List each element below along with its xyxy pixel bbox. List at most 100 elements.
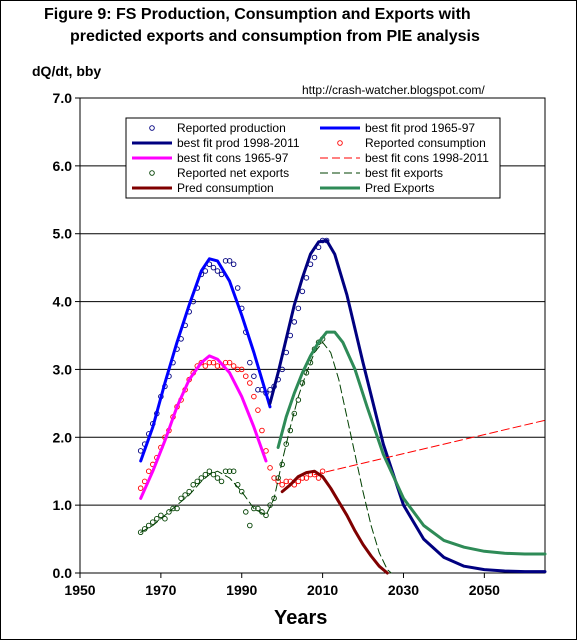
- point-reported-net-exports-3: [150, 519, 156, 525]
- point-reported-production-40: [299, 288, 306, 295]
- legend-marker-reported-consumption: [337, 140, 343, 146]
- x-tick-label-2: 1990: [226, 582, 257, 598]
- x-tick-label-5: 2050: [469, 582, 500, 598]
- point-reported-production-38: [291, 319, 298, 325]
- legend-label-best-fit-prod-1965-97: best fit prod 1965-97: [365, 121, 475, 135]
- point-reported-net-exports-23: [230, 468, 237, 474]
- point-reported-consumption-45: [319, 468, 326, 474]
- series-line-best-fit-cons-1998-2011: [314, 419, 546, 476]
- point-reported-net-exports-16: [202, 471, 209, 478]
- legend-label-reported-consumption: Reported consumption: [365, 136, 486, 150]
- point-reported-net-exports-8: [170, 505, 176, 512]
- legend-label-pred-exports: Pred Exports: [365, 181, 434, 195]
- point-reported-consumption-41: [303, 475, 310, 481]
- point-reported-consumption-0: [137, 485, 144, 491]
- series-line-best-fit-exports: [140, 341, 392, 574]
- point-reported-production-24: [234, 285, 241, 291]
- point-reported-net-exports-12: [186, 488, 192, 495]
- legend-label-pred-consumption: Pred consumption: [177, 181, 274, 195]
- point-reported-net-exports-36: [283, 441, 289, 447]
- y-axis-label: dQ/dt, bby: [32, 63, 102, 79]
- source-url: http://crash-watcher.blogspot.com/: [302, 83, 485, 97]
- point-reported-consumption-36: [283, 478, 289, 485]
- legend-box: [125, 117, 501, 199]
- point-reported-net-exports-11: [182, 492, 188, 498]
- point-reported-net-exports-0: [137, 529, 144, 536]
- series-line-pred-consumption: [280, 469, 389, 575]
- series-line-best-fit-prod-1965-97: [139, 257, 272, 463]
- point-reported-net-exports-14: [194, 478, 201, 485]
- point-reported-production-29: [255, 387, 261, 393]
- point-reported-net-exports-28: [251, 505, 257, 512]
- point-reported-net-exports-17: [206, 468, 213, 474]
- point-reported-net-exports-2: [145, 522, 152, 529]
- plot-border: [79, 97, 546, 574]
- point-reported-consumption-32: [267, 465, 273, 471]
- x-tick-label-3: 2010: [307, 582, 338, 598]
- point-reported-net-exports-25: [238, 488, 245, 495]
- point-reported-net-exports-10: [178, 495, 184, 502]
- point-reported-production-21: [222, 258, 229, 264]
- point-reported-production-18: [210, 264, 217, 271]
- legend-marker-reported-net-exports: [149, 170, 155, 176]
- point-reported-net-exports-4: [154, 515, 160, 522]
- chart-title: Figure 9: FS Production, Consumption and…: [44, 6, 471, 23]
- point-reported-net-exports-6: [162, 515, 168, 522]
- point-reported-consumption-18: [210, 359, 217, 366]
- point-reported-production-28: [251, 373, 257, 379]
- point-reported-net-exports-31: [263, 512, 269, 519]
- point-reported-net-exports-19: [214, 475, 221, 481]
- point-reported-net-exports-13: [190, 482, 196, 488]
- point-reported-consumption-21: [222, 359, 229, 366]
- y-tick-label-5: 5.0: [53, 226, 73, 242]
- y-tick-label-1: 1.0: [53, 497, 73, 513]
- point-reported-consumption-28: [251, 393, 257, 400]
- point-reported-net-exports-41: [303, 370, 310, 376]
- point-reported-consumption-19: [214, 363, 221, 369]
- point-reported-consumption-29: [255, 407, 261, 413]
- point-reported-net-exports-33: [271, 495, 277, 502]
- legend-label-best-fit-prod-1998-2011: best fit prod 1998-2011: [177, 136, 300, 150]
- legend-label-reported-production: Reported production: [177, 121, 286, 135]
- legend-label-best-fit-exports: best fit exports: [365, 166, 443, 180]
- point-reported-consumption-30: [259, 427, 265, 434]
- point-reported-consumption-2: [145, 468, 152, 474]
- legend-label-best-fit-cons-1998-2011: best fit cons 1998-2011: [365, 151, 489, 165]
- series-line-pred-exports: [276, 330, 547, 556]
- y-tick-label-6: 6.0: [53, 158, 73, 174]
- point-reported-net-exports-15: [198, 475, 205, 481]
- point-reported-net-exports-20: [218, 478, 225, 485]
- point-reported-production-43: [311, 254, 318, 261]
- point-reported-net-exports-26: [243, 509, 249, 515]
- point-reported-consumption-23: [230, 363, 237, 369]
- point-reported-consumption-33: [271, 475, 277, 481]
- x-tick-label-1: 1970: [145, 582, 176, 598]
- point-reported-net-exports-27: [247, 522, 253, 529]
- point-reported-net-exports-7: [166, 509, 172, 515]
- point-reported-net-exports-34: [275, 475, 281, 481]
- legend-marker-reported-production: [149, 125, 155, 131]
- point-reported-production-22: [226, 258, 233, 264]
- point-reported-consumption-24: [234, 366, 241, 373]
- point-reported-consumption-22: [226, 359, 233, 366]
- series-line-best-fit-prod-1998-2011: [268, 239, 547, 574]
- point-reported-consumption-16: [202, 363, 209, 369]
- x-tick-label-4: 2030: [388, 582, 419, 598]
- point-reported-net-exports-38: [291, 410, 298, 417]
- point-reported-net-exports-18: [210, 471, 217, 478]
- point-reported-production-19: [214, 268, 221, 274]
- point-reported-production-41: [303, 275, 310, 281]
- x-axis-label: Years: [274, 607, 328, 629]
- point-reported-consumption-17: [206, 359, 213, 366]
- point-reported-net-exports-21: [222, 468, 229, 474]
- y-tick-label-4: 4.0: [53, 294, 73, 310]
- point-reported-production-27: [247, 359, 253, 366]
- legend-label-best-fit-cons-1965-97: best fit cons 1965-97: [177, 151, 289, 165]
- point-reported-net-exports-5: [158, 512, 164, 519]
- point-reported-net-exports-9: [174, 505, 180, 512]
- point-reported-consumption-35: [279, 482, 285, 488]
- y-tick-label-0: 0.0: [53, 565, 73, 581]
- point-reported-production-23: [230, 261, 237, 268]
